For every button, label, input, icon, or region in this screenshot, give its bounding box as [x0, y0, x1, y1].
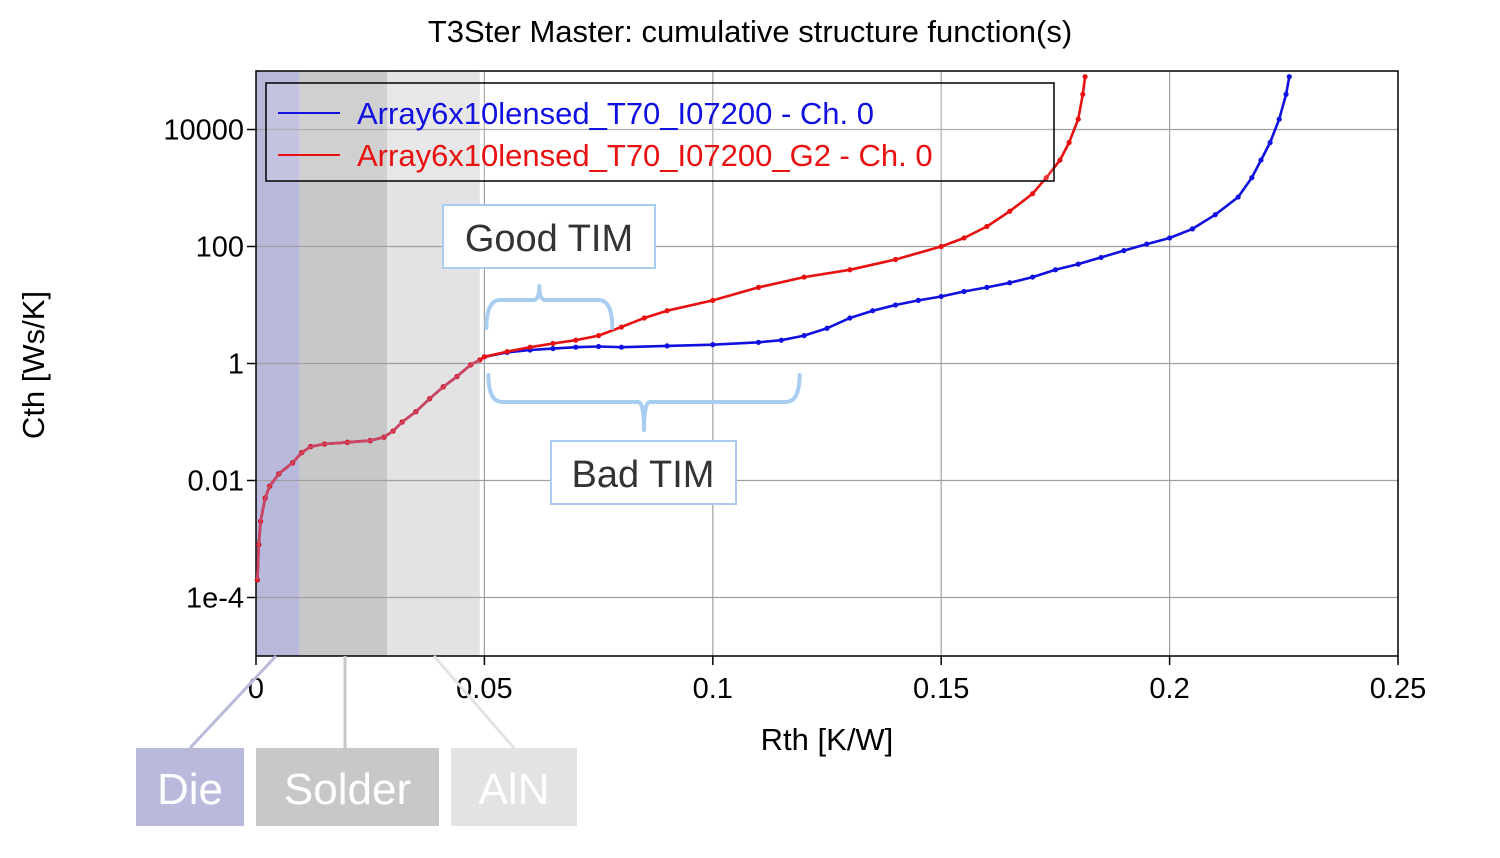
data-point	[664, 343, 670, 349]
x-axis-label: Rth [K/W]	[761, 722, 894, 757]
data-point	[504, 348, 510, 355]
region-label-box	[451, 748, 577, 826]
data-point	[1276, 116, 1282, 122]
region-connector	[432, 655, 516, 749]
bad-tim-box	[550, 440, 737, 505]
data-point	[1066, 139, 1072, 146]
series-layer	[254, 74, 1292, 583]
data-point	[1057, 157, 1063, 163]
data-point	[664, 308, 670, 314]
data-point	[984, 284, 990, 290]
grid-lines	[256, 71, 1398, 656]
region-label-box	[256, 748, 439, 826]
data-point	[892, 302, 899, 308]
data-point	[847, 267, 853, 273]
data-point	[573, 337, 579, 343]
data-point	[847, 315, 853, 321]
region-connector	[188, 654, 278, 750]
data-point	[1212, 212, 1218, 218]
data-point	[870, 308, 876, 314]
data-point	[596, 343, 602, 350]
region-label: AlN	[479, 765, 550, 814]
data-point	[984, 223, 990, 230]
data-point	[1267, 139, 1273, 146]
data-point	[710, 297, 716, 303]
data-point	[550, 345, 556, 352]
region-label: Solder	[284, 765, 411, 814]
legend: Array6x10lensed_T70_I07200 - Ch. 0 Array6…	[265, 82, 1055, 182]
data-point	[481, 354, 487, 360]
data-point	[1007, 208, 1013, 214]
y-tick-label: 0.01	[188, 466, 244, 498]
data-point	[641, 315, 647, 321]
x-tick-label: 0.1	[693, 673, 733, 705]
x-tick-label: 0.2	[1149, 673, 1189, 705]
data-point	[801, 274, 807, 280]
annotations: Good TIM Bad TIM	[442, 204, 802, 505]
data-point	[1121, 248, 1127, 254]
data-point	[938, 243, 944, 250]
data-point	[938, 293, 944, 300]
data-point	[1189, 226, 1196, 232]
data-point	[1167, 235, 1173, 241]
data-point	[1052, 267, 1058, 273]
data-point	[527, 344, 533, 350]
good-tim-label: Good TIM	[465, 218, 633, 260]
data-point	[1043, 175, 1049, 181]
data-point	[618, 324, 625, 330]
data-point	[961, 288, 967, 295]
region-label-box	[136, 748, 244, 826]
data-point	[1098, 254, 1104, 261]
data-point	[1080, 91, 1086, 97]
data-point	[1029, 191, 1036, 197]
data-point	[1075, 261, 1081, 267]
legend-entry-label: Array6x10lensed_T70_I07200 - Ch. 0	[357, 96, 874, 131]
data-point	[1249, 175, 1255, 181]
x-tick-label: 0.15	[913, 673, 969, 705]
data-point	[1029, 274, 1036, 280]
data-point	[755, 339, 762, 345]
region-labels: Die Solder AlN	[136, 654, 577, 826]
data-point	[1258, 157, 1264, 163]
y-axis-label: Cth [Ws/K]	[16, 291, 51, 439]
data-point	[618, 344, 625, 350]
x-tick-label: 0.25	[1370, 673, 1426, 705]
data-point	[778, 337, 784, 343]
good-tim-brace	[484, 284, 615, 330]
y-tick-label: 1	[228, 349, 244, 381]
data-point	[573, 344, 579, 350]
data-point	[1144, 241, 1150, 247]
data-point	[710, 342, 716, 348]
data-point	[824, 325, 830, 331]
series-overlap-line	[256, 358, 481, 580]
bad-tim-label: Bad TIM	[572, 454, 715, 496]
data-point	[1082, 74, 1088, 80]
data-point	[550, 340, 556, 347]
data-point	[1075, 116, 1081, 122]
data-point	[961, 235, 967, 241]
y-tick-label: 10000	[163, 115, 244, 147]
data-point	[801, 332, 807, 339]
data-point	[596, 332, 602, 339]
legend-box	[265, 82, 1055, 182]
data-point	[892, 256, 899, 263]
data-point	[1007, 280, 1013, 286]
data-point	[1283, 91, 1289, 97]
data-point	[1286, 74, 1292, 80]
bad-tim-brace	[486, 373, 802, 432]
x-tick-label: 0.05	[456, 673, 512, 705]
region-label: Die	[157, 765, 223, 814]
y-tick-label: 1e-4	[186, 583, 244, 615]
legend-entry-label: Array6x10lensed_T70_I07200_G2 - Ch. 0	[357, 138, 933, 173]
y-tick-label: 100	[196, 232, 244, 264]
data-point	[1235, 194, 1241, 200]
chart-title: T3Ster Master: cumulative structure func…	[428, 14, 1072, 49]
data-point	[755, 284, 762, 290]
data-point	[915, 297, 921, 303]
good-tim-box	[442, 204, 656, 269]
